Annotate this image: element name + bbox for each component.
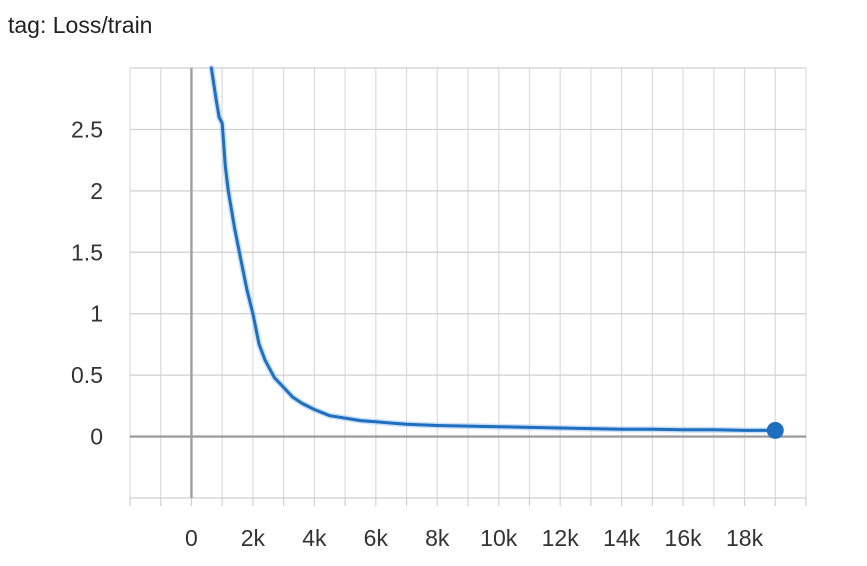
last-point-marker xyxy=(766,421,784,439)
y-tick-label: 2 xyxy=(90,178,103,204)
x-tick-label: 18k xyxy=(726,525,764,551)
y-tick-label: 0.5 xyxy=(71,362,103,388)
x-tick-label: 2k xyxy=(241,525,266,551)
series-raw-band xyxy=(208,65,779,434)
x-tick-label: 16k xyxy=(665,525,703,551)
x-tick-label: 10k xyxy=(480,525,518,551)
grid xyxy=(129,67,807,506)
y-tick-label: 1 xyxy=(90,301,103,327)
series-layer xyxy=(208,65,784,439)
x-tick-label: 14k xyxy=(603,525,641,551)
tick-labels: 0 0.5 1 1.5 2 2.5 0 2k 4k 6k 8k 10k 12k 14k 16k 18k xyxy=(71,116,764,551)
chart-title: tag: Loss/train xyxy=(8,12,153,38)
y-tick-label: 2.5 xyxy=(71,116,103,142)
x-tick-label: 8k xyxy=(425,525,450,551)
y-tick-label: 1.5 xyxy=(71,239,103,265)
x-tick-label: 0 xyxy=(185,525,198,551)
x-tick-label: 4k xyxy=(302,525,327,551)
y-tick-label: 0 xyxy=(90,424,103,450)
axes xyxy=(130,68,806,498)
x-tick-label: 12k xyxy=(542,525,580,551)
x-tick-label: 6k xyxy=(364,525,389,551)
series-line xyxy=(209,66,777,432)
